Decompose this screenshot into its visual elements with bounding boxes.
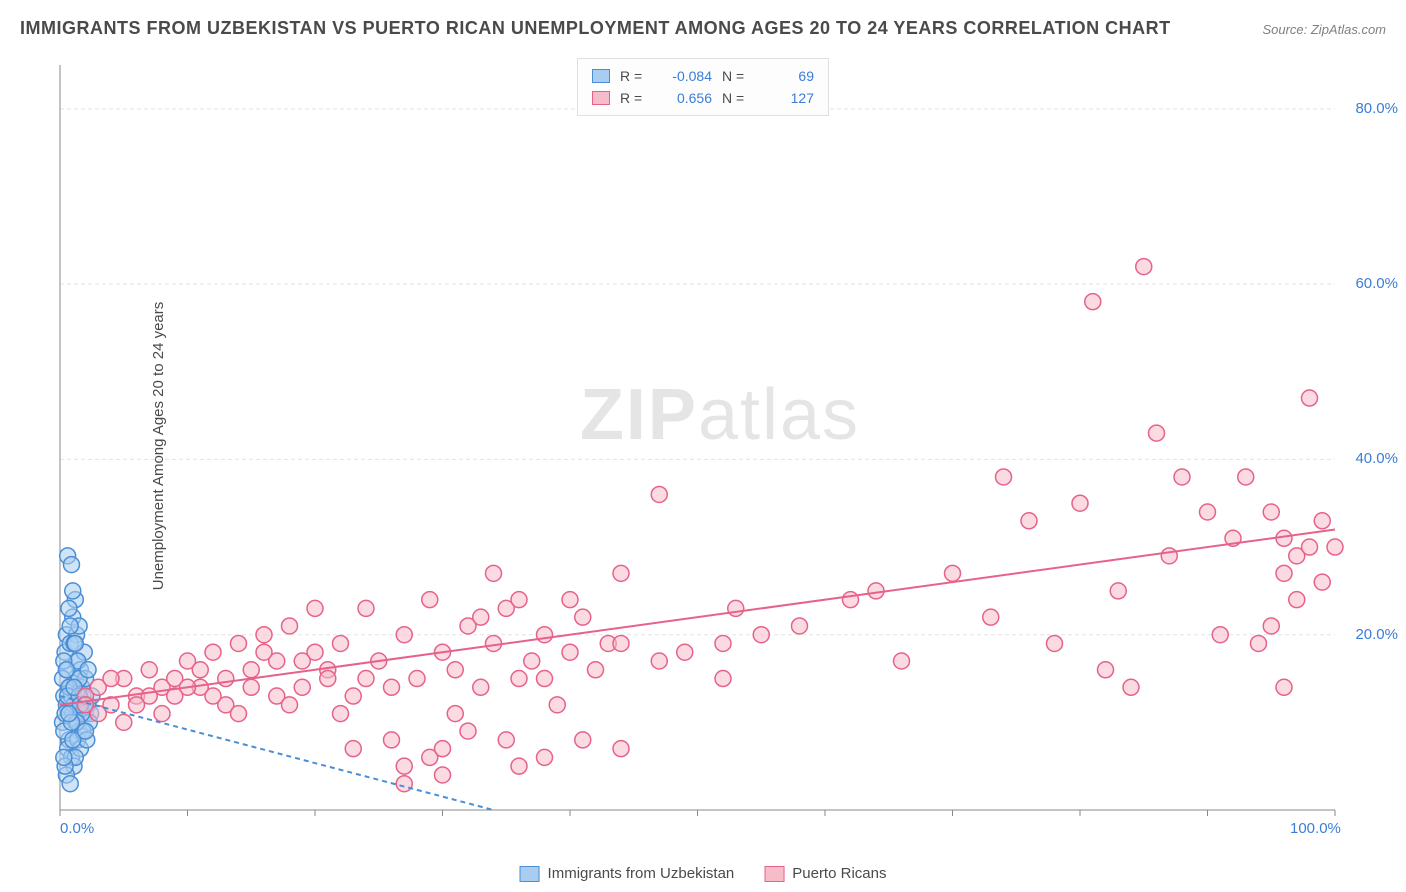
chart-canvas xyxy=(50,55,1390,855)
series-legend: Immigrants from Uzbekistan Puerto Ricans xyxy=(520,865,887,882)
legend-row-uzbekistan: R = -0.084 N = 69 xyxy=(592,65,814,87)
legend-label: Immigrants from Uzbekistan xyxy=(548,865,735,882)
r-value-uzbekistan: -0.084 xyxy=(658,65,712,87)
legend-row-puerto-rican: R = 0.656 N = 127 xyxy=(592,87,814,109)
correlation-legend: R = -0.084 N = 69 R = 0.656 N = 127 xyxy=(577,58,829,116)
n-label: N = xyxy=(722,65,750,87)
r-value-puerto-rican: 0.656 xyxy=(658,87,712,109)
legend-label: Puerto Ricans xyxy=(792,865,886,882)
source-attribution: Source: ZipAtlas.com xyxy=(1262,22,1386,37)
y-tick-label: 40.0% xyxy=(1355,450,1398,467)
x-tick-label: 100.0% xyxy=(1290,820,1341,837)
n-label: N = xyxy=(722,87,750,109)
y-tick-label: 20.0% xyxy=(1355,626,1398,643)
swatch-puerto-rican xyxy=(592,91,610,105)
swatch-uzbekistan xyxy=(520,866,540,882)
swatch-uzbekistan xyxy=(592,69,610,83)
scatter-plot: ZIPatlas xyxy=(50,55,1390,855)
legend-item-uzbekistan: Immigrants from Uzbekistan xyxy=(520,865,735,882)
x-tick-label: 0.0% xyxy=(60,820,94,837)
r-label: R = xyxy=(620,87,648,109)
y-tick-label: 60.0% xyxy=(1355,275,1398,292)
r-label: R = xyxy=(620,65,648,87)
y-tick-label: 80.0% xyxy=(1355,100,1398,117)
legend-item-puerto-rican: Puerto Ricans xyxy=(764,865,886,882)
swatch-puerto-rican xyxy=(764,866,784,882)
chart-title: IMMIGRANTS FROM UZBEKISTAN VS PUERTO RIC… xyxy=(20,18,1171,39)
n-value-puerto-rican: 127 xyxy=(760,87,814,109)
n-value-uzbekistan: 69 xyxy=(760,65,814,87)
